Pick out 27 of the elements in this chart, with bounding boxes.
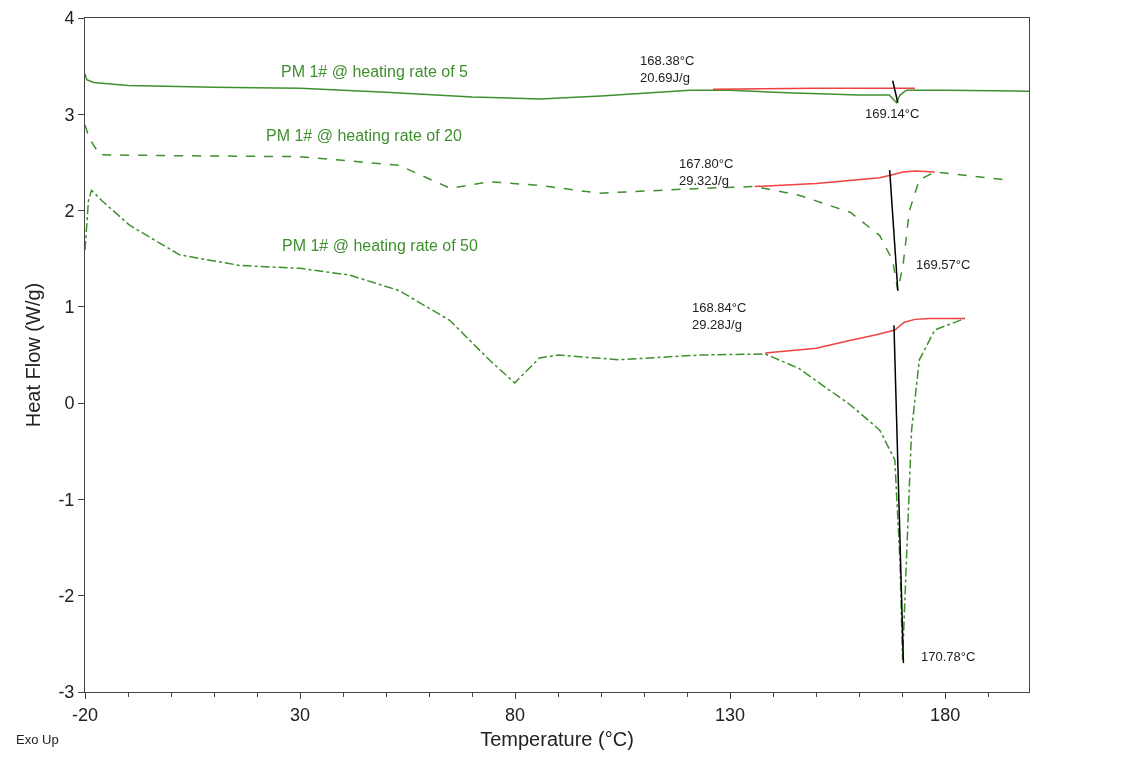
y-tick-label: 3 [64, 104, 75, 125]
x-tick-label: 80 [505, 704, 526, 725]
x-tick-label: -20 [71, 704, 99, 725]
y-tick-label: 4 [64, 8, 75, 29]
line-series [764, 317, 966, 354]
annotation: 168.84°C 29.28J/g [692, 300, 747, 332]
x-tick-label: 130 [715, 704, 746, 725]
line-series [753, 170, 936, 188]
x-axis-title: Temperature (°C) [480, 728, 634, 751]
annotation: 168.38°C 20.69J/g [640, 53, 695, 85]
annotation: 169.14°C [865, 106, 920, 121]
annotation: 169.57°C [916, 257, 971, 272]
series-label: PM 1# @ heating rate of 20 [266, 127, 463, 144]
x-tick-label: 30 [290, 704, 311, 725]
series-label: PM 1# @ heating rate of 50 [282, 237, 479, 254]
x-tick-label: 180 [930, 704, 961, 725]
annotation: 167.80°C 29.32J/g [679, 156, 734, 188]
y-tick-label: 1 [64, 297, 75, 318]
annotation: 170.78°C [921, 649, 976, 664]
y-tick-label: 0 [64, 393, 75, 414]
y-axis-title: Heat Flow (W/g) [21, 282, 44, 428]
series-label: PM 1# @ heating rate of 5 [281, 63, 469, 80]
text: Exo Up [16, 732, 59, 747]
y-tick-label: -3 [58, 682, 75, 703]
y-tick-label: 2 [64, 200, 75, 221]
y-tick-label: -2 [58, 586, 75, 607]
y-tick-label: -1 [58, 489, 75, 510]
